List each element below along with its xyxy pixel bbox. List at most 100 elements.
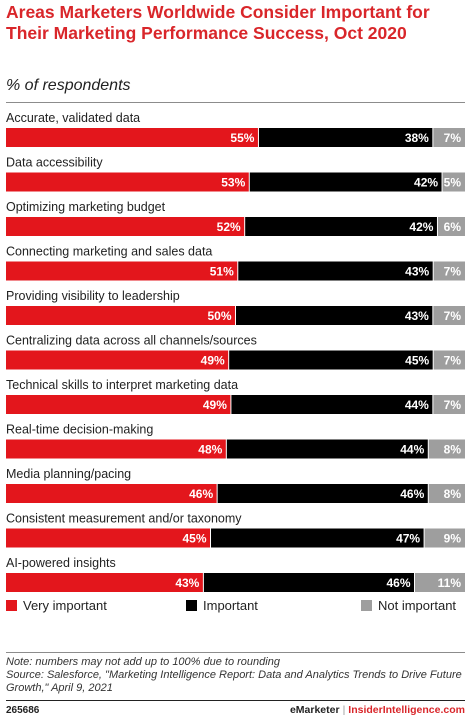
segment-separator: [432, 350, 434, 370]
bar-important-data-accessibility: [249, 172, 443, 192]
legend-label-not-important: Not important: [378, 598, 457, 613]
value-label-very-important-accurate-validated-data: 55%: [230, 131, 254, 145]
bar-important-media-planning-pacing: [217, 484, 429, 503]
footnote-note: Note: numbers may not add up to 100% due…: [6, 656, 280, 668]
value-label-very-important-data-accessibility: 53%: [221, 176, 245, 190]
value-label-important-technical-skills-to-interpret-marketing-data: 44%: [405, 398, 429, 412]
bottom-divider: [6, 652, 465, 653]
value-label-important-consistent-measurement-and-or-taxonomy: 47%: [396, 532, 420, 546]
bar-very-important-centralizing-data-across-all-channels-sources: [6, 350, 229, 370]
footer-brand: eMarketer | InsiderIntelligence.com: [290, 704, 465, 716]
bar-very-important-data-accessibility: [6, 172, 250, 192]
bar-not-important-optimizing-marketing-budget: [437, 217, 465, 236]
bar-important-optimizing-marketing-budget: [244, 217, 438, 236]
value-label-very-important-optimizing-marketing-budget: 52%: [217, 220, 241, 234]
category-label-centralizing-data-across-all-channels-sources: Centralizing data across all channels/so…: [6, 334, 257, 348]
bar-very-important-consistent-measurement-and-or-taxonomy: [6, 528, 211, 548]
bar-not-important-consistent-measurement-and-or-taxonomy: [424, 528, 465, 548]
footnote: Note: numbers may not add up to 100% due…: [6, 656, 466, 695]
segment-separator: [237, 261, 239, 281]
chart-title: Areas Marketers Worldwide Consider Impor…: [6, 2, 430, 43]
top-divider: [6, 102, 465, 103]
bar-very-important-ai-powered-insights: [6, 573, 204, 592]
segment-separator: [414, 573, 416, 592]
value-label-very-important-technical-skills-to-interpret-marketing-data: 49%: [203, 398, 227, 412]
segment-separator: [225, 439, 227, 459]
value-label-important-ai-powered-insights: 46%: [386, 576, 410, 590]
value-label-important-providing-visibility-to-leadership: 43%: [405, 309, 429, 323]
segment-separator: [216, 484, 218, 503]
segment-separator: [244, 217, 246, 236]
bar-important-accurate-validated-data: [258, 128, 433, 147]
legend-swatch-not-important: [361, 600, 372, 611]
segment-separator: [441, 172, 443, 192]
bar-not-important-real-time-decision-making: [428, 439, 465, 459]
legend-label-important: Important: [203, 598, 258, 613]
legend-swatch-very-important: [6, 600, 17, 611]
bar-important-real-time-decision-making: [226, 439, 429, 459]
bar-important-consistent-measurement-and-or-taxonomy: [210, 528, 425, 548]
bar-not-important-ai-powered-insights: [414, 573, 465, 592]
bar-very-important-connecting-marketing-and-sales-data: [6, 261, 238, 281]
chart-legend: Very important Important Not important: [6, 598, 466, 616]
segment-separator: [427, 484, 429, 503]
segment-separator: [432, 261, 434, 281]
legend-swatch-important: [186, 600, 197, 611]
value-label-important-connecting-marketing-and-sales-data: 43%: [405, 265, 429, 279]
value-label-very-important-connecting-marketing-and-sales-data: 51%: [210, 265, 234, 279]
segment-separator: [235, 306, 236, 325]
chart-id: 265686: [6, 705, 40, 716]
brand-emarketer: eMarketer: [289, 704, 340, 716]
bar-not-important-connecting-marketing-and-sales-data: [433, 261, 465, 281]
legend-item-important: Important: [186, 598, 258, 613]
value-label-important-media-planning-pacing: 46%: [400, 487, 424, 501]
segment-separator: [257, 128, 259, 147]
category-label-consistent-measurement-and-or-taxonomy: Consistent measurement and/or taxonomy: [6, 512, 242, 526]
bar-not-important-data-accessibility: [442, 172, 465, 192]
value-label-important-real-time-decision-making: 44%: [400, 443, 424, 457]
value-label-very-important-consistent-measurement-and-or-taxonomy: 45%: [182, 532, 206, 546]
value-label-not-important-consistent-measurement-and-or-taxonomy: 9%: [444, 532, 462, 546]
segment-separator: [230, 395, 232, 414]
segment-separator: [436, 217, 438, 236]
bar-important-ai-powered-insights: [203, 573, 415, 592]
bar-important-technical-skills-to-interpret-marketing-data: [230, 395, 433, 414]
value-label-not-important-data-accessibility: 5%: [444, 176, 462, 190]
brand-separator: |: [342, 704, 346, 716]
legend-item-very-important: Very important: [6, 598, 107, 613]
bar-not-important-accurate-validated-data: [432, 128, 465, 147]
value-label-not-important-technical-skills-to-interpret-marketing-data: 7%: [444, 398, 462, 412]
category-label-real-time-decision-making: Real-time decision-making: [6, 423, 153, 437]
value-label-not-important-optimizing-marketing-budget: 6%: [444, 220, 462, 234]
value-label-important-optimizing-marketing-budget: 42%: [409, 220, 433, 234]
value-label-very-important-providing-visibility-to-leadership: 50%: [207, 309, 231, 323]
value-label-not-important-connecting-marketing-and-sales-data: 7%: [444, 265, 462, 279]
segment-separator: [427, 439, 429, 459]
value-label-very-important-centralizing-data-across-all-channels-sources: 49%: [201, 354, 225, 368]
bar-important-connecting-marketing-and-sales-data: [237, 261, 434, 281]
value-label-very-important-ai-powered-insights: 43%: [175, 576, 199, 590]
segment-separator: [432, 395, 434, 414]
brand-insider-intelligence[interactable]: InsiderIntelligence.com: [348, 704, 465, 716]
segment-separator: [423, 528, 425, 548]
category-label-media-planning-pacing: Media planning/pacing: [6, 467, 131, 481]
bar-very-important-accurate-validated-data: [6, 128, 259, 147]
value-label-not-important-providing-visibility-to-leadership: 7%: [444, 309, 462, 323]
bar-not-important-centralizing-data-across-all-channels-sources: [433, 350, 465, 370]
value-label-not-important-real-time-decision-making: 8%: [444, 443, 462, 457]
value-label-not-important-ai-powered-insights: 11%: [438, 576, 462, 590]
bar-not-important-technical-skills-to-interpret-marketing-data: [432, 395, 465, 414]
category-label-connecting-marketing-and-sales-data: Connecting marketing and sales data: [6, 245, 212, 259]
footnote-source: Source: Salesforce, "Marketing Intellige…: [6, 669, 462, 694]
category-label-optimizing-marketing-budget: Optimizing marketing budget: [6, 200, 166, 214]
value-label-important-accurate-validated-data: 38%: [405, 131, 429, 145]
value-label-not-important-centralizing-data-across-all-channels-sources: 7%: [444, 354, 462, 368]
bar-important-providing-visibility-to-leadership: [235, 306, 433, 325]
footer-divider: [6, 700, 465, 701]
legend-item-not-important: Not important: [361, 598, 456, 613]
bar-very-important-optimizing-marketing-budget: [6, 217, 245, 236]
category-label-providing-visibility-to-leadership: Providing visibility to leadership: [6, 289, 180, 303]
bar-very-important-media-planning-pacing: [6, 484, 218, 503]
segment-separator: [432, 306, 434, 325]
bar-very-important-real-time-decision-making: [6, 439, 227, 459]
